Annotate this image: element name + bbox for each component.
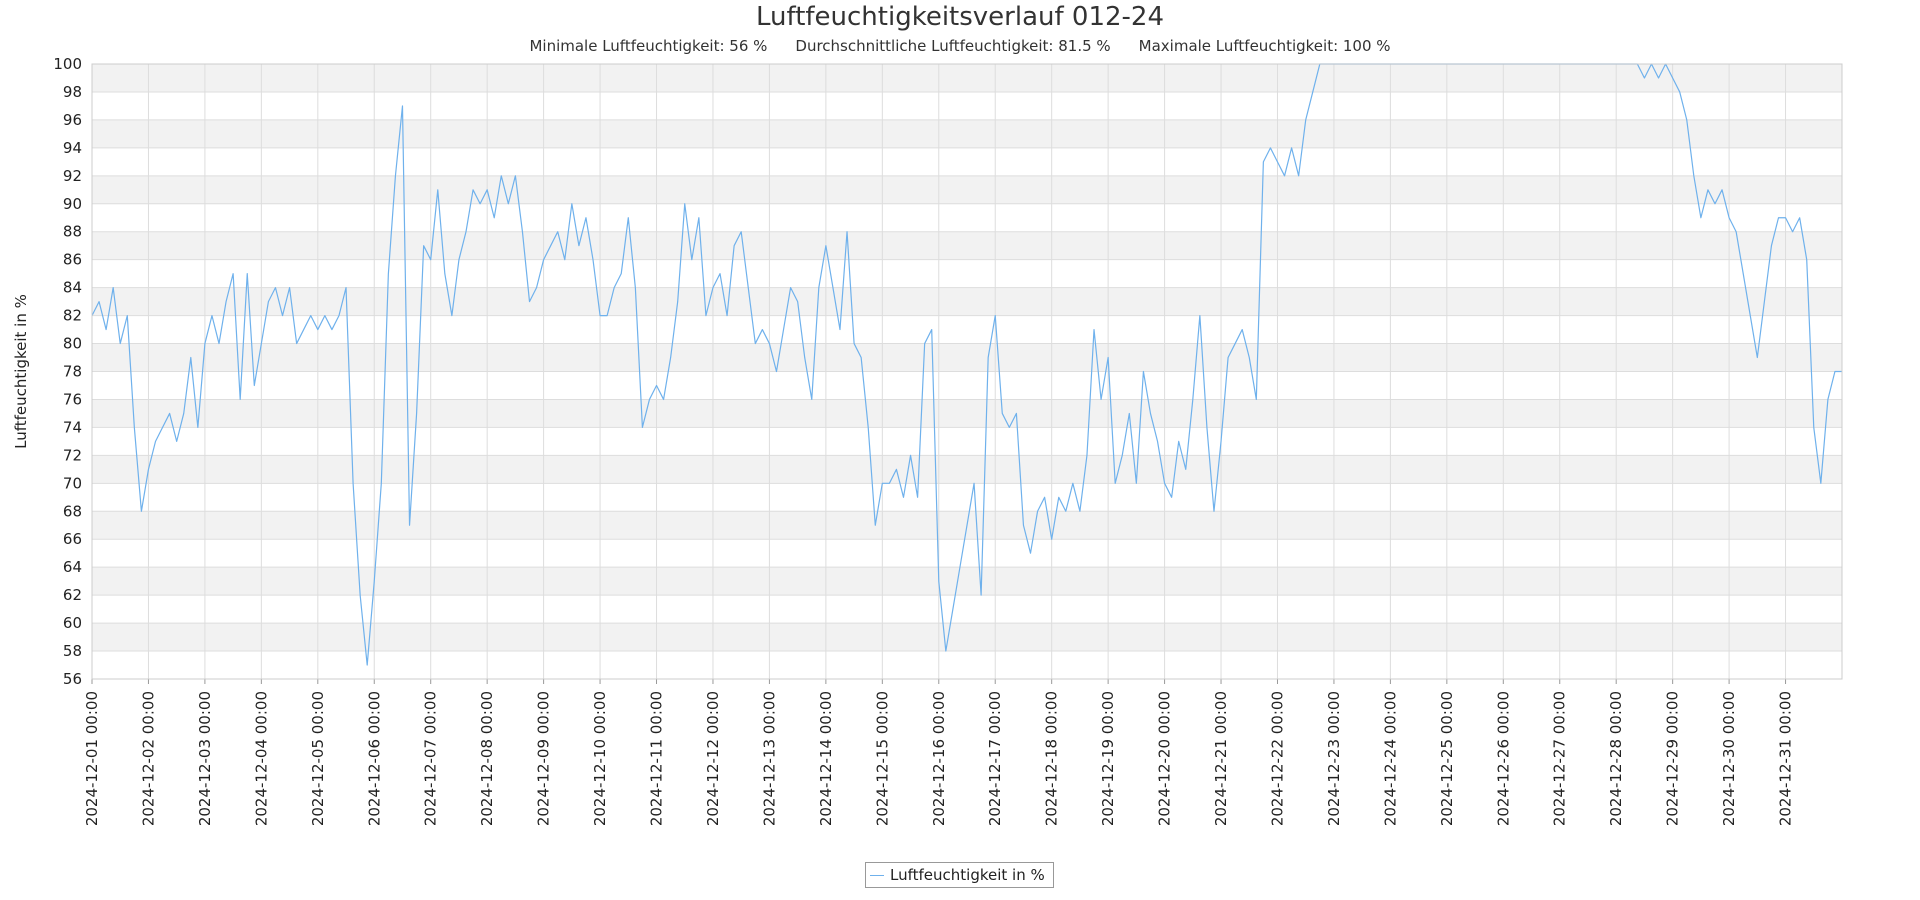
y-tick-label: 100 (53, 55, 82, 73)
y-tick-label: 58 (63, 642, 82, 660)
x-tick-label: 2024-12-07 00:00 (422, 691, 440, 826)
plot-band (92, 651, 1842, 679)
plot-band (92, 287, 1842, 316)
x-tick-label: 2024-12-09 00:00 (535, 691, 553, 826)
x-tick-label: 2024-12-24 00:00 (1381, 691, 1399, 826)
y-tick-label: 68 (63, 502, 82, 520)
x-tick-label: 2024-12-08 00:00 (478, 691, 496, 826)
x-tick-label: 2024-12-13 00:00 (760, 691, 778, 826)
y-tick-label: 78 (63, 363, 82, 381)
x-tick-label: 2024-12-02 00:00 (139, 691, 157, 826)
y-tick-label: 86 (63, 251, 82, 269)
x-tick-label: 2024-12-04 00:00 (252, 691, 270, 826)
y-tick-label: 88 (63, 223, 82, 241)
y-tick-label: 66 (63, 530, 82, 548)
y-tick-label: 70 (63, 474, 82, 492)
x-tick-label: 2024-12-11 00:00 (648, 691, 666, 826)
plot-band (92, 371, 1842, 400)
x-tick-label: 2024-12-06 00:00 (365, 691, 383, 826)
x-tick-label: 2024-12-14 00:00 (817, 691, 835, 826)
subtitle-max: Maximale Luftfeuchtigkeit: 100 % (1138, 37, 1391, 55)
y-tick-label: 98 (63, 83, 82, 101)
y-axis-label: Luftfeuchtigkeit in % (12, 294, 30, 449)
y-tick-label: 64 (63, 558, 82, 576)
x-axis-ticks: 2024-12-01 00:00 2024-12-02 00:00 2024-12-… (83, 679, 1795, 826)
plot-band (92, 455, 1842, 484)
plot-band (92, 315, 1842, 344)
subtitle-avg: Durchschnittliche Luftfeuchtigkeit: 81.5… (795, 37, 1111, 55)
x-tick-label: 2024-12-19 00:00 (1099, 691, 1117, 826)
y-tick-label: 96 (63, 111, 82, 129)
x-tick-label: 2024-12-15 00:00 (873, 691, 891, 826)
plot-band (92, 203, 1842, 232)
y-tick-label: 82 (63, 307, 82, 325)
plot-band (92, 539, 1842, 568)
y-tick-label: 90 (63, 195, 82, 213)
x-tick-label: 2024-12-10 00:00 (591, 691, 609, 826)
plot-band (92, 595, 1842, 624)
plot-band (92, 399, 1842, 428)
y-tick-label: 62 (63, 586, 82, 604)
x-tick-label: 2024-12-05 00:00 (309, 691, 327, 826)
plot-band (92, 343, 1842, 372)
legend-label: Luftfeuchtigkeit in % (890, 866, 1045, 884)
x-tick-label: 2024-12-26 00:00 (1494, 691, 1512, 826)
plot-band (92, 623, 1842, 652)
plot-band (92, 147, 1842, 176)
x-tick-label: 2024-12-16 00:00 (930, 691, 948, 826)
x-tick-label: 2024-12-12 00:00 (704, 691, 722, 826)
x-tick-label: 2024-12-28 00:00 (1607, 691, 1625, 826)
y-tick-label: 74 (63, 418, 82, 436)
x-tick-label: 2024-12-01 00:00 (83, 691, 101, 826)
x-tick-label: 2024-12-30 00:00 (1720, 691, 1738, 826)
y-tick-label: 92 (63, 167, 82, 185)
x-tick-label: 2024-12-29 00:00 (1664, 691, 1682, 826)
y-axis-ticks: 56 58 60 62 64 66 68 70 72 74 76 78 80 82 84 86 88 90 92 94… (53, 55, 82, 688)
x-tick-label: 2024-12-20 00:00 (1156, 691, 1174, 826)
x-tick-label: 2024-12-22 00:00 (1268, 691, 1286, 826)
plot-band (92, 427, 1842, 456)
plot-band (92, 64, 1842, 92)
gridlines (91, 63, 1842, 680)
y-tick-label: 76 (63, 390, 82, 408)
x-tick-label: 2024-12-23 00:00 (1325, 691, 1343, 826)
x-tick-label: 2024-12-27 00:00 (1551, 691, 1569, 826)
y-tick-label: 60 (63, 614, 82, 632)
plot-band (92, 119, 1842, 148)
subtitle-min: Minimale Luftfeuchtigkeit: 56 % (529, 37, 768, 55)
x-tick-label: 2024-12-21 00:00 (1212, 691, 1230, 826)
x-tick-label: 2024-12-25 00:00 (1438, 691, 1456, 826)
plot-band (92, 259, 1842, 288)
y-tick-label: 84 (63, 279, 82, 297)
plot-border (91, 63, 1843, 680)
plot-band (92, 175, 1842, 204)
x-tick-label: 2024-12-03 00:00 (196, 691, 214, 826)
x-tick-label: 2024-12-31 00:00 (1777, 691, 1795, 826)
chart-title: Luftfeuchtigkeitsverlauf 012-24 (755, 2, 1165, 32)
x-tick-label: 2024-12-17 00:00 (986, 691, 1004, 826)
y-tick-label: 72 (63, 446, 82, 464)
chart-subtitle: Minimale Luftfeuchtigkeit: 56 % Durchschn… (0, 37, 1920, 55)
y-tick-label: 80 (63, 335, 82, 353)
plot-band (92, 231, 1842, 260)
y-tick-label: 94 (63, 139, 82, 157)
legend-swatch (870, 874, 884, 876)
y-tick-label: 56 (63, 670, 82, 688)
x-tick-label: 2024-12-18 00:00 (1043, 691, 1061, 826)
plot-band (92, 483, 1842, 512)
plot-band (92, 91, 1842, 120)
plot-band (92, 567, 1842, 596)
legend: Luftfeuchtigkeit in % (865, 862, 1054, 888)
